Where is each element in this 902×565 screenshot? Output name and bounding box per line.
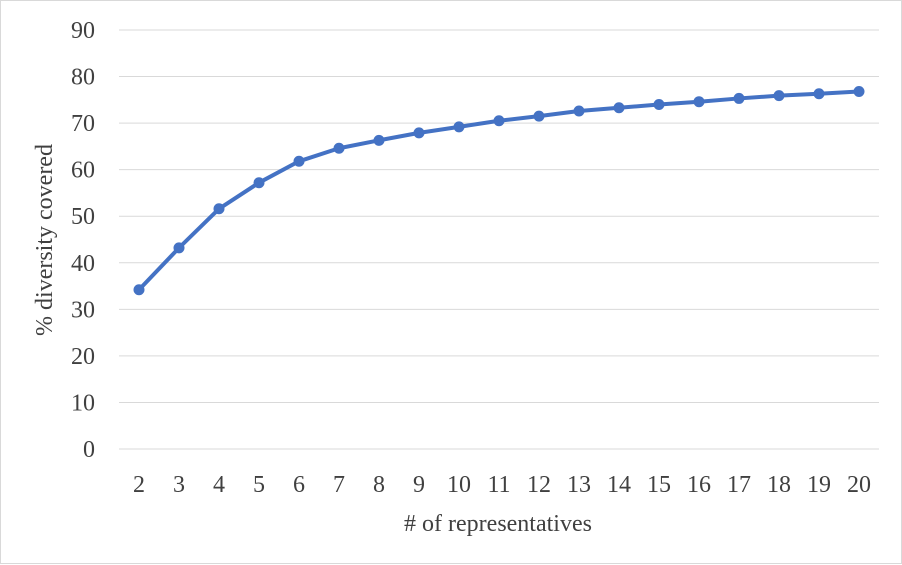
x-tick-label: 2 — [133, 472, 145, 498]
y-axis-tick-labels: 0 10 20 30 40 50 60 70 80 90 — [71, 18, 95, 463]
y-tick-label: 30 — [71, 297, 95, 323]
x-tick-label: 19 — [807, 472, 831, 498]
x-axis-title: # of representatives — [404, 511, 592, 537]
x-tick-label: 12 — [527, 472, 551, 498]
x-tick-label: 10 — [447, 472, 471, 498]
data-point — [613, 102, 625, 114]
y-tick-label: 80 — [71, 65, 95, 91]
data-point — [333, 142, 345, 154]
x-tick-label: 20 — [847, 472, 871, 498]
y-tick-label: 40 — [71, 251, 95, 277]
x-tick-label: 16 — [687, 472, 711, 498]
x-tick-label: 9 — [413, 472, 425, 498]
data-point — [413, 127, 425, 139]
data-point — [733, 92, 745, 104]
data-point — [173, 242, 185, 254]
y-tick-label: 90 — [71, 18, 95, 44]
data-point — [373, 134, 385, 146]
data-point — [293, 155, 305, 167]
y-tick-label: 70 — [71, 111, 95, 137]
x-tick-label: 14 — [607, 472, 631, 498]
x-tick-label: 17 — [727, 472, 751, 498]
x-tick-label: 8 — [373, 472, 385, 498]
data-point — [493, 115, 505, 127]
y-tick-label: 20 — [71, 344, 95, 370]
y-tick-label: 50 — [71, 204, 95, 230]
data-point — [693, 96, 705, 108]
series-layer — [133, 85, 865, 296]
x-tick-label: 13 — [567, 472, 591, 498]
data-point — [253, 177, 265, 189]
data-point — [213, 203, 225, 215]
y-tick-label: 60 — [71, 158, 95, 184]
y-axis-title: % diversity covered — [32, 144, 58, 336]
data-point — [813, 88, 825, 100]
x-tick-label: 5 — [253, 472, 265, 498]
x-axis-tick-labels: 2 3 4 5 6 7 8 9 10 11 12 13 14 15 16 17 18 19 20 — [133, 472, 871, 498]
y-tick-label: 0 — [83, 437, 95, 463]
x-tick-label: 7 — [333, 472, 345, 498]
x-tick-label: 6 — [293, 472, 305, 498]
x-tick-label: 18 — [767, 472, 791, 498]
y-tick-label: 10 — [71, 390, 95, 416]
x-tick-label: 4 — [213, 472, 225, 498]
x-tick-label: 15 — [647, 472, 671, 498]
data-point — [133, 284, 145, 296]
x-tick-label: 11 — [487, 472, 510, 498]
data-point — [853, 85, 865, 97]
x-tick-label: 3 — [173, 472, 185, 498]
data-point — [533, 110, 545, 122]
data-point — [653, 98, 665, 110]
gridlines — [119, 29, 879, 450]
data-point — [453, 121, 465, 133]
data-point — [573, 105, 585, 117]
data-point — [773, 90, 785, 102]
